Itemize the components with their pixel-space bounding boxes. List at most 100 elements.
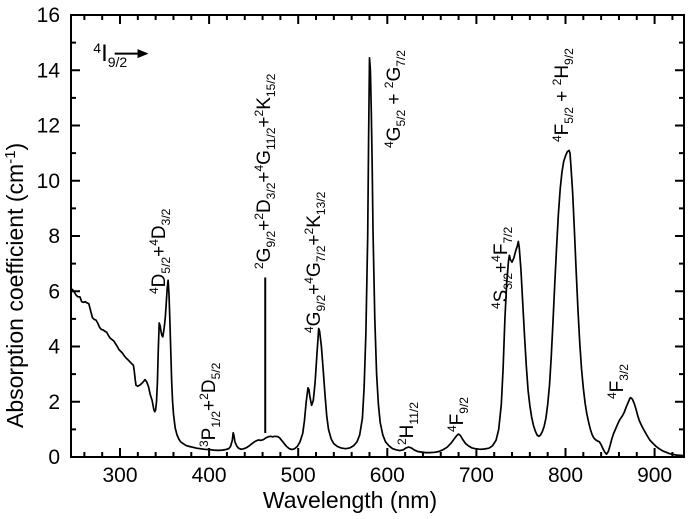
- term-sup: 4: [488, 255, 503, 263]
- y-tick-label: 6: [48, 280, 60, 303]
- term-text: F: [446, 413, 468, 426]
- peak-label: 4F5/2 + 2H9/2: [549, 48, 576, 143]
- term-text: +: [551, 85, 573, 108]
- peak-label: 4F9/2: [444, 397, 471, 433]
- x-tick-label: 600: [370, 464, 405, 487]
- peak-label: 4F3/2: [604, 364, 631, 399]
- term-sup: 2: [197, 393, 212, 401]
- term-sub: 15/2: [263, 73, 278, 98]
- term-sub: 5/2: [561, 107, 576, 124]
- term-sub: 7/2: [393, 49, 408, 67]
- term-sup: 2: [381, 81, 396, 88]
- term-text: D: [253, 199, 275, 214]
- term-text: K: [303, 214, 325, 228]
- term-text: K: [253, 97, 275, 110]
- term-sup: 4: [444, 425, 459, 433]
- x-axis-title: Wavelength (nm): [262, 487, 438, 513]
- term-text: G: [383, 126, 405, 141]
- term-sub: 3/2: [500, 273, 515, 290]
- term-sup: 2: [251, 213, 266, 220]
- y-tick-label: 14: [37, 59, 61, 82]
- peak-label: 2H11/2: [394, 401, 421, 445]
- term-text: S: [490, 289, 512, 303]
- term-text: Absorption coefficient (cm: [2, 163, 28, 428]
- term-text: +: [253, 171, 275, 183]
- term-sub: 11/2: [406, 401, 421, 425]
- term-sub: 7/2: [500, 227, 515, 244]
- term-text: G: [383, 66, 405, 82]
- term-sup: 4: [381, 140, 396, 148]
- term-sub: 5/2: [159, 256, 174, 274]
- x-tick-label: 500: [281, 464, 316, 487]
- y-axis-title: Absorption coefficient (cm-1): [2, 143, 29, 428]
- term-text: +: [303, 283, 325, 295]
- x-tick-label: 700: [459, 464, 494, 487]
- peak-label: 3P1/2+2D5/2: [197, 363, 224, 448]
- term-sub: 7/2: [313, 245, 328, 262]
- term-text: H: [396, 424, 418, 438]
- term-sup: 4: [251, 164, 266, 172]
- term-sub: 9/2: [107, 54, 128, 71]
- term-text: +: [199, 400, 221, 412]
- term-text: I: [101, 40, 108, 68]
- term-text: F: [551, 123, 573, 136]
- term-sub: 1/2: [209, 411, 224, 428]
- ground-state-arrowhead: [137, 49, 149, 59]
- peak-label: 4G5/2 + 2G7/2: [381, 49, 408, 148]
- term-text: P: [199, 427, 221, 441]
- term-sub: 9/2: [263, 230, 278, 248]
- peak-label: 4G9/2+4G7/2+2K13/2: [301, 191, 328, 333]
- term-sup: -1: [2, 150, 19, 164]
- term-text: F: [606, 380, 628, 393]
- term-text: G: [253, 150, 275, 165]
- term-sup: 4: [147, 239, 162, 246]
- spectrum-curve: [70, 56, 685, 457]
- term-text: D: [199, 379, 221, 394]
- term-text: +: [253, 219, 275, 231]
- x-tick-label: 300: [102, 464, 137, 487]
- term-text: H: [551, 65, 573, 79]
- term-sup: 3: [197, 440, 212, 448]
- term-text: +: [383, 87, 405, 110]
- term-sub: 9/2: [313, 294, 328, 312]
- term-sub: 13/2: [313, 191, 328, 215]
- term-text: G: [303, 261, 325, 277]
- ground-state-label: 4I9/2: [93, 40, 128, 71]
- y-tick-label: 4: [48, 336, 60, 359]
- term-sup: 2: [301, 227, 316, 235]
- term-sup: 4: [301, 276, 316, 284]
- y-tick-label: 16: [37, 4, 60, 27]
- term-sup: 2: [251, 109, 266, 117]
- peak-label: 4S3/2+4F7/2: [488, 227, 515, 309]
- y-tick-label: 10: [37, 170, 60, 193]
- x-tick-label: 800: [548, 464, 583, 487]
- term-text: D: [149, 225, 171, 240]
- term-sub: 11/2: [263, 127, 278, 151]
- term-text: +: [253, 116, 275, 128]
- term-text: D: [149, 273, 171, 288]
- term-sup: 4: [549, 135, 564, 143]
- term-sub: 5/2: [393, 109, 408, 127]
- peak-label: 2G9/2+2D3/2+4G11/2+2K15/2: [251, 73, 278, 270]
- term-sup: 4: [301, 326, 316, 333]
- term-text: +: [490, 262, 512, 274]
- term-sup: 2: [251, 262, 266, 270]
- y-tick-label: 12: [37, 115, 60, 138]
- term-sub: 9/2: [456, 397, 471, 414]
- term-sup: 4: [604, 392, 619, 399]
- term-text: +: [303, 234, 325, 246]
- term-text: +: [149, 245, 171, 257]
- x-tick-label: 900: [637, 464, 672, 487]
- term-sup: 2: [549, 78, 564, 86]
- term-sup: 4: [147, 287, 162, 294]
- term-text: F: [490, 243, 512, 256]
- y-tick-label: 2: [48, 391, 60, 414]
- y-tick-label: 8: [48, 225, 60, 248]
- term-text: G: [303, 311, 325, 326]
- term-sub: 3/2: [616, 364, 631, 381]
- term-sup: 4: [93, 40, 102, 57]
- term-sup: 2: [394, 437, 409, 445]
- y-tick-label: 0: [48, 446, 60, 469]
